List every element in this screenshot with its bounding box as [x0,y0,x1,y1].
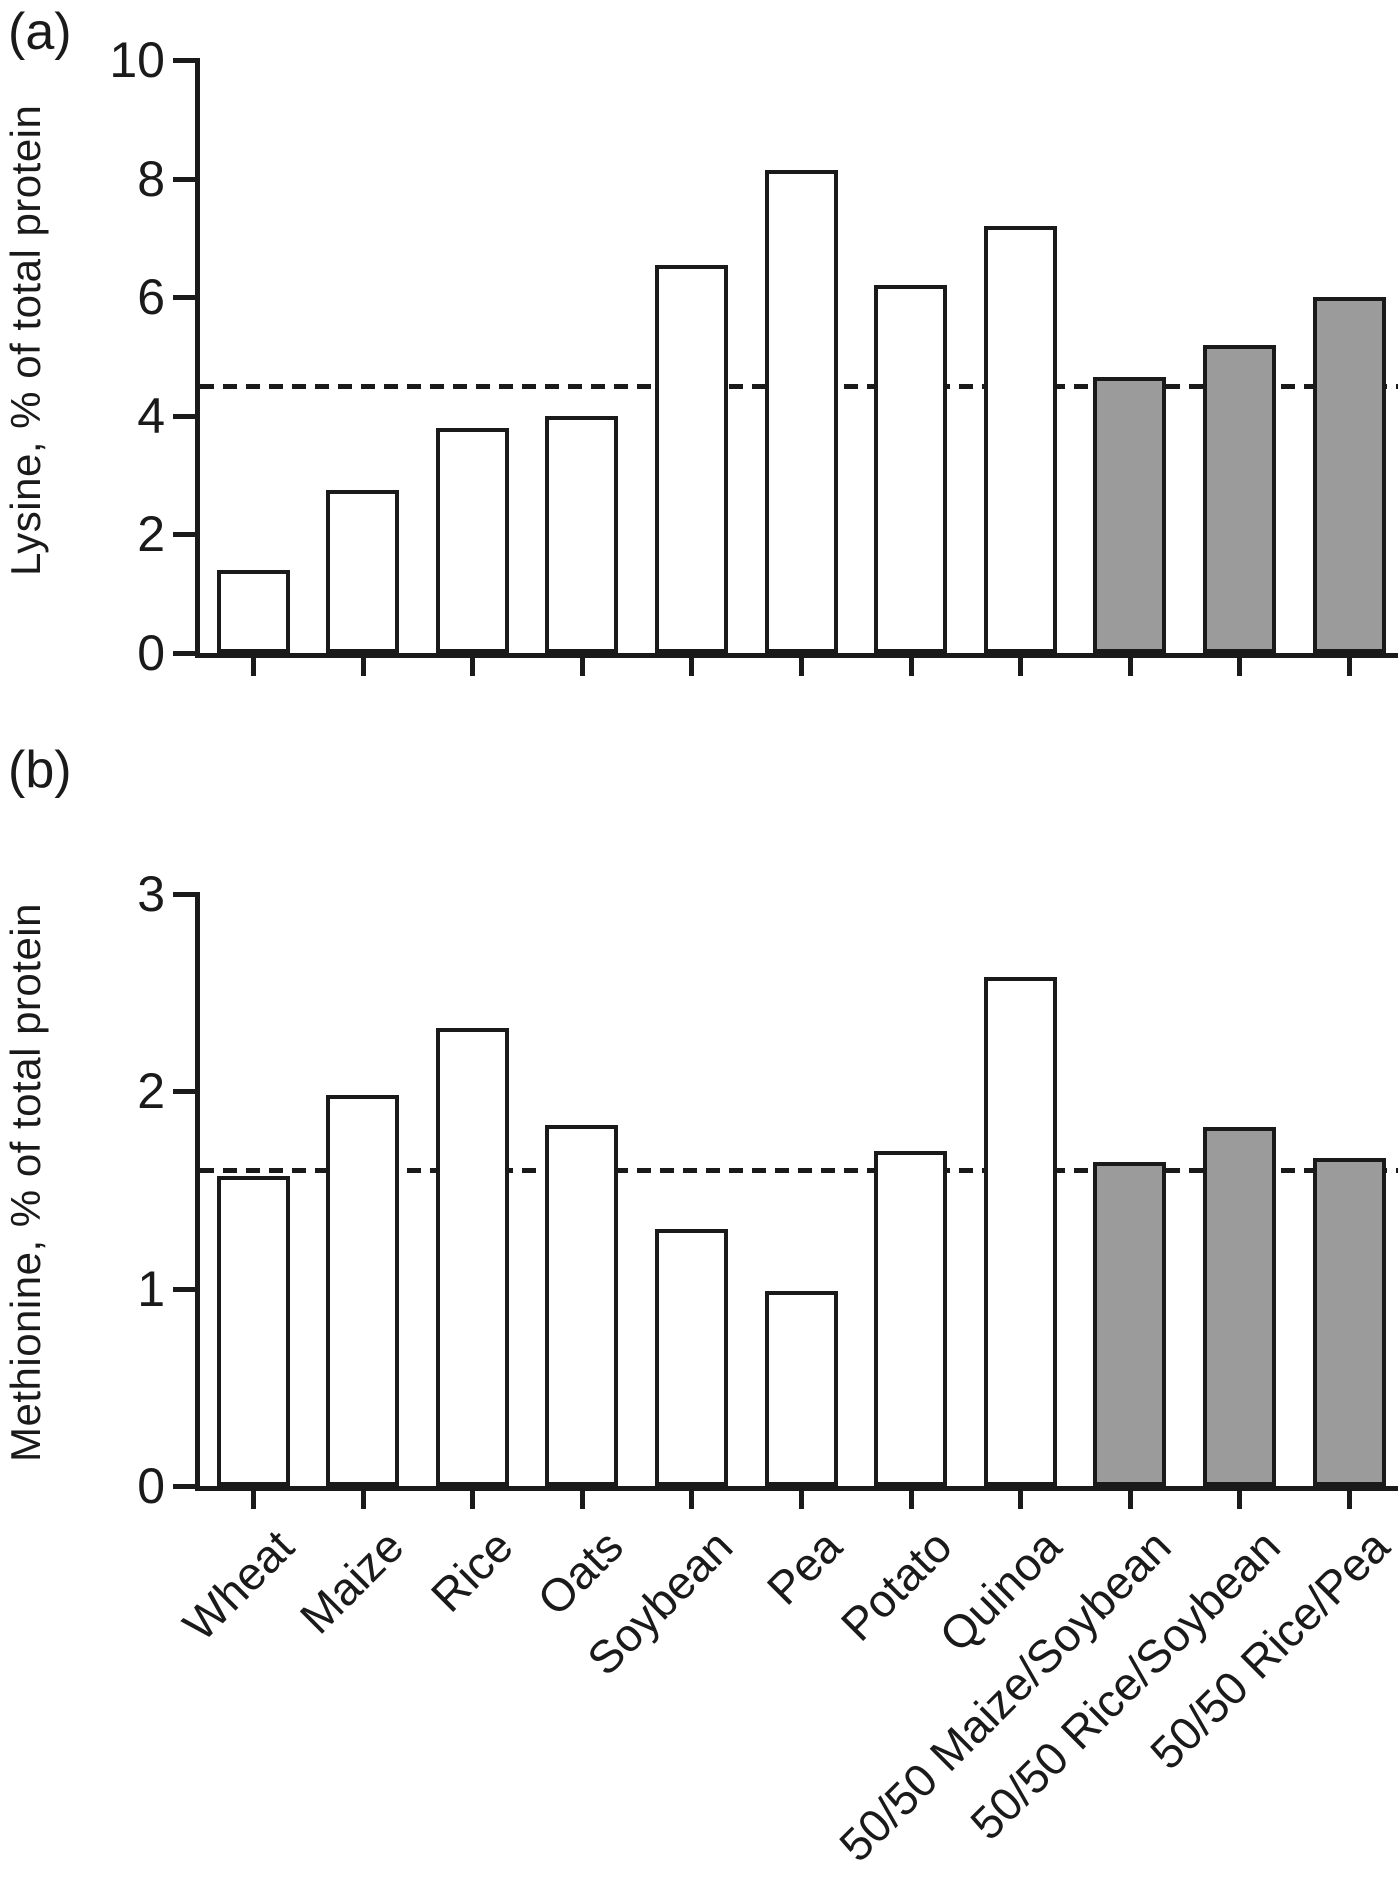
x-tick-oats-a [579,658,585,676]
x-tick-maize-b [360,1491,366,1509]
y-tick-0-b [173,1484,195,1489]
y-tick-8-a [173,176,195,182]
bar-50-50-rice-soybean-a [1202,345,1276,653]
x-tick-50-50-maize-soybean-b [1127,1491,1133,1509]
bar-soybean-a [654,265,728,653]
bar-oats-b [545,1125,619,1486]
x-tick-50-50-rice-soybean-a [1237,658,1243,676]
bar-pea-a [764,170,838,653]
bar-rice-a [435,428,509,653]
bar-soybean-b [654,1229,728,1486]
bar-50-50-rice-pea-a [1312,297,1386,653]
y-tick-6-a [173,295,195,301]
x-tick-wheat-b [251,1491,256,1509]
y-tick-label-2-b: 2 [137,1063,165,1120]
y-tick-label-10-a: 10 [109,32,165,88]
x-tick-pea-a [799,658,804,676]
bar-oats-a [545,416,619,653]
x-tick-soybean-b [689,1491,695,1509]
y-tick-label-0-a: 0 [137,625,165,681]
bar-50-50-rice-soybean-b [1202,1127,1276,1486]
x-label-wheat: Wheat [172,1519,304,1651]
y-tick-label-6-a: 6 [137,269,165,326]
panel-b-y-axis-title: Methionine, % of total protein [2,903,49,1463]
y-tick-2-b [173,1089,195,1095]
x-tick-quinoa-a [1018,658,1024,676]
x-axis-baseline-a [195,653,1398,658]
x-tick-50-50-maize-soybean-a [1127,658,1133,676]
x-tick-rice-b [470,1491,476,1509]
x-label-maize: Maize [289,1519,414,1644]
x-tick-50-50-rice-soybean-b [1237,1491,1243,1509]
bar-quinoa-b [983,977,1057,1486]
bar-50-50-maize-soybean-b [1093,1162,1167,1486]
y-axis-spine-a [195,58,200,658]
x-tick-pea-b [799,1491,804,1509]
y-tick-1-b [173,1286,195,1292]
bar-pea-b [764,1291,838,1486]
y-tick-0-a [173,651,195,656]
bar-maize-a [326,490,400,653]
bar-rice-b [435,1028,509,1486]
panel-a-label: (a) [8,3,72,61]
panel-b-label: (b) [8,741,72,799]
bar-wheat-a [216,570,290,653]
bar-50-50-rice-pea-b [1312,1158,1386,1486]
x-tick-50-50-rice-pea-a [1347,658,1352,676]
y-tick-label-2-a: 2 [137,506,165,563]
x-tick-rice-a [470,658,476,676]
reference-line-b [200,1168,1398,1174]
y-tick-2-a [173,532,195,538]
x-axis-baseline-b [195,1486,1398,1491]
y-tick-label-1-b: 1 [137,1260,165,1317]
x-label-oats: Oats [526,1519,633,1626]
bar-maize-b [326,1095,400,1486]
x-label-pea: Pea [756,1519,852,1615]
bar-wheat-b [216,1176,290,1486]
x-tick-potato-b [908,1491,914,1509]
y-tick-label-4-a: 4 [137,387,165,444]
y-tick-3-b [173,892,195,897]
x-label-rice: Rice [421,1519,523,1622]
x-tick-maize-a [360,658,366,676]
bar-50-50-maize-soybean-a [1093,377,1167,653]
y-tick-label-8-a: 8 [137,150,165,207]
bar-quinoa-a [983,226,1057,653]
y-axis-spine-b [195,892,200,1491]
y-tick-10-a [173,58,195,63]
y-tick-4-a [173,413,195,419]
x-tick-quinoa-b [1018,1491,1024,1509]
x-tick-oats-b [579,1491,585,1509]
y-tick-label-3-b: 3 [137,866,165,922]
bar-potato-a [874,285,948,653]
x-tick-soybean-a [689,658,695,676]
bar-potato-b [874,1151,948,1486]
x-tick-50-50-rice-pea-b [1347,1491,1352,1509]
y-tick-label-0-b: 0 [137,1458,165,1514]
x-tick-potato-a [908,658,914,676]
x-tick-wheat-a [251,658,256,676]
